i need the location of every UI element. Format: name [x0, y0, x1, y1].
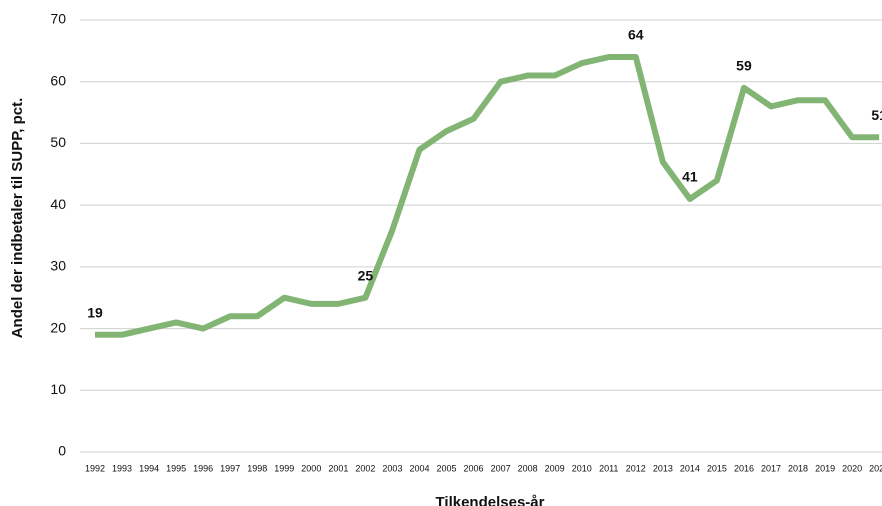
x-tick-label: 1993: [112, 463, 132, 473]
x-tick-label: 2011: [599, 463, 618, 473]
data-label: 51: [871, 107, 882, 123]
data-label: 19: [87, 304, 103, 320]
y-tick-label: 40: [50, 196, 66, 212]
x-tick-label: 2005: [437, 463, 457, 473]
x-tick-label: 2019: [815, 463, 835, 473]
x-tick-label: 1999: [274, 463, 294, 473]
x-tick-label: 2004: [409, 463, 429, 473]
data-label: 41: [682, 169, 698, 185]
x-tick-label: 2015: [707, 463, 727, 473]
y-tick-label: 50: [50, 134, 66, 150]
y-axis-title: Andel der indbetaler til SUPP, pct.: [9, 98, 26, 339]
x-tick-label: 2016: [734, 463, 754, 473]
x-tick-label: 2010: [572, 463, 592, 473]
x-tick-label: 1996: [193, 463, 213, 473]
y-tick-label: 70: [50, 11, 66, 27]
x-tick-label: 2017: [761, 463, 781, 473]
x-tick-label: 1995: [166, 463, 186, 473]
x-tick-label: 2003: [382, 463, 402, 473]
x-tick-label: 2018: [788, 463, 808, 473]
y-tick-label: 0: [58, 443, 66, 459]
y-tick-label: 30: [50, 258, 66, 274]
x-tick-label: 1998: [247, 463, 267, 473]
x-tick-label: 1992: [85, 463, 105, 473]
y-tick-label: 60: [50, 72, 66, 88]
data-label: 64: [628, 27, 644, 43]
data-label: 25: [358, 267, 374, 283]
x-tick-label: 2007: [491, 463, 511, 473]
y-tick-label: 20: [50, 319, 66, 335]
x-tick-label: 2012: [626, 463, 646, 473]
x-tick-label: 1997: [220, 463, 240, 473]
x-tick-label: 2008: [518, 463, 538, 473]
x-tick-label: 2001: [328, 463, 348, 473]
y-tick-label: 10: [50, 381, 66, 397]
x-tick-label: 2006: [464, 463, 484, 473]
x-tick-label: 1994: [139, 463, 159, 473]
x-axis-title: Tilkendelses-år: [436, 494, 545, 506]
x-tick-label: 2014: [680, 463, 700, 473]
x-tick-label: 2020: [842, 463, 862, 473]
x-tick-label: 2013: [653, 463, 673, 473]
x-tick-label: 2000: [301, 463, 321, 473]
data-label: 59: [736, 58, 752, 74]
x-tick-label: 2002: [355, 463, 375, 473]
x-tick-label: 2009: [545, 463, 565, 473]
line: [95, 54, 880, 338]
